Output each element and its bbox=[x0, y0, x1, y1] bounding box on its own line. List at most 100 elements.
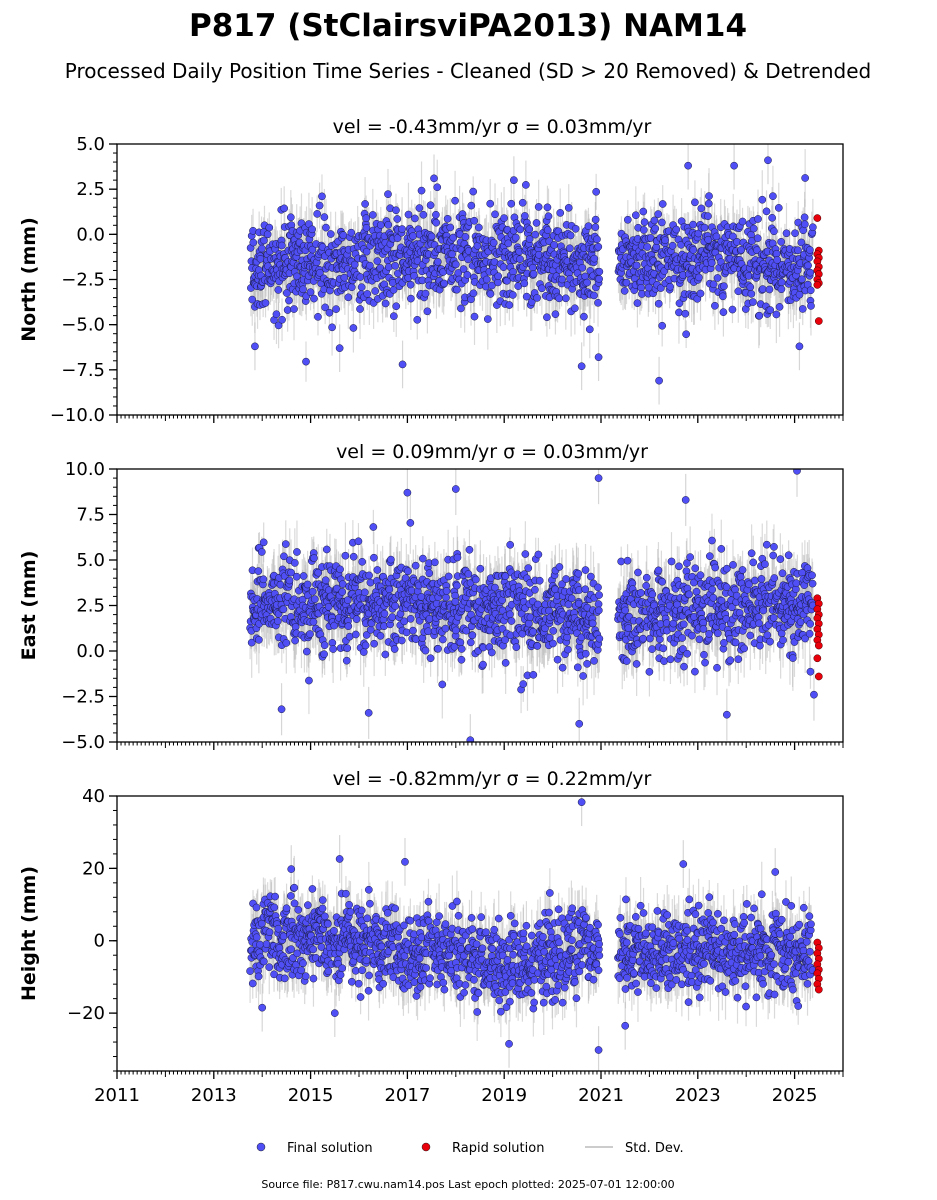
final-point bbox=[290, 559, 299, 567]
final-point bbox=[594, 242, 603, 251]
final-point bbox=[728, 305, 737, 314]
final-point bbox=[467, 201, 476, 210]
y-tick-label: −2.5 bbox=[61, 270, 105, 291]
final-point bbox=[500, 214, 508, 222]
final-point bbox=[293, 548, 301, 556]
final-point bbox=[806, 268, 815, 277]
final-point bbox=[279, 605, 288, 614]
final-point bbox=[432, 210, 440, 219]
final-point bbox=[332, 305, 340, 313]
final-point bbox=[277, 241, 286, 250]
final-point bbox=[487, 281, 496, 290]
final-point bbox=[713, 274, 722, 282]
final-point bbox=[755, 311, 764, 320]
final-point bbox=[280, 204, 289, 213]
final-point bbox=[804, 261, 812, 270]
final-point bbox=[363, 290, 372, 298]
final-point bbox=[564, 203, 573, 212]
final-point bbox=[639, 207, 648, 216]
final-point bbox=[551, 310, 560, 319]
final-point bbox=[443, 214, 452, 223]
final-point bbox=[561, 294, 570, 303]
final-point bbox=[350, 260, 359, 269]
final-point bbox=[583, 278, 591, 287]
final-point bbox=[407, 294, 415, 303]
final-point bbox=[423, 307, 432, 316]
final-point bbox=[251, 342, 259, 351]
final-point bbox=[518, 198, 527, 207]
final-point bbox=[247, 638, 256, 647]
final-point bbox=[274, 321, 283, 330]
final-point bbox=[256, 254, 265, 263]
final-point bbox=[384, 190, 392, 199]
final-point bbox=[737, 245, 746, 254]
final-point bbox=[389, 286, 398, 294]
final-point bbox=[595, 275, 603, 283]
final-point bbox=[449, 233, 458, 242]
final-point bbox=[280, 552, 288, 561]
final-point bbox=[503, 276, 511, 285]
final-point bbox=[762, 207, 771, 216]
final-point bbox=[590, 291, 598, 300]
final-point bbox=[356, 305, 364, 313]
final-point bbox=[684, 161, 692, 170]
y-tick-label: −5.0 bbox=[61, 315, 105, 336]
final-point bbox=[384, 220, 393, 229]
final-point bbox=[704, 212, 712, 221]
final-point bbox=[764, 156, 772, 165]
final-point bbox=[285, 576, 294, 585]
final-point bbox=[550, 241, 558, 249]
final-point bbox=[658, 321, 667, 330]
final-point bbox=[593, 235, 601, 244]
panel-title: vel = -0.43mm/yr σ = 0.03mm/yr bbox=[333, 116, 652, 138]
final-point bbox=[522, 292, 531, 301]
final-point bbox=[544, 212, 553, 221]
final-point bbox=[274, 286, 283, 294]
final-point bbox=[534, 203, 543, 211]
final-point bbox=[592, 187, 601, 196]
final-point bbox=[349, 324, 358, 332]
final-point bbox=[362, 214, 371, 223]
final-point bbox=[491, 210, 499, 219]
final-point bbox=[773, 256, 782, 264]
final-point bbox=[392, 206, 400, 215]
final-point bbox=[474, 223, 483, 232]
final-point bbox=[782, 229, 791, 238]
final-point bbox=[373, 257, 382, 265]
final-point bbox=[494, 272, 503, 281]
final-point bbox=[325, 308, 334, 317]
final-point bbox=[577, 362, 586, 371]
final-point bbox=[705, 192, 713, 200]
final-point bbox=[770, 227, 778, 236]
final-point bbox=[594, 298, 602, 307]
plot-area bbox=[246, 144, 823, 405]
final-point bbox=[720, 282, 728, 291]
y-tick-label: 5.0 bbox=[76, 134, 105, 155]
final-point bbox=[520, 279, 529, 288]
final-point bbox=[328, 323, 336, 332]
final-point bbox=[640, 218, 649, 226]
final-point bbox=[315, 201, 324, 210]
final-point bbox=[411, 214, 419, 223]
final-point bbox=[666, 282, 675, 291]
final-point bbox=[631, 211, 640, 220]
final-point bbox=[320, 213, 329, 221]
final-point bbox=[322, 223, 330, 232]
final-point bbox=[310, 294, 318, 303]
final-point bbox=[432, 218, 441, 227]
final-point bbox=[347, 283, 356, 292]
final-point bbox=[772, 310, 781, 319]
final-point bbox=[749, 298, 757, 306]
final-point bbox=[257, 548, 266, 556]
final-point bbox=[806, 286, 815, 295]
final-point bbox=[384, 263, 393, 271]
final-point bbox=[406, 280, 415, 289]
final-point bbox=[259, 538, 268, 547]
final-point bbox=[591, 223, 600, 232]
final-point bbox=[525, 235, 534, 243]
final-point bbox=[654, 299, 663, 308]
final-solution-series bbox=[246, 156, 817, 385]
final-point bbox=[464, 255, 472, 264]
